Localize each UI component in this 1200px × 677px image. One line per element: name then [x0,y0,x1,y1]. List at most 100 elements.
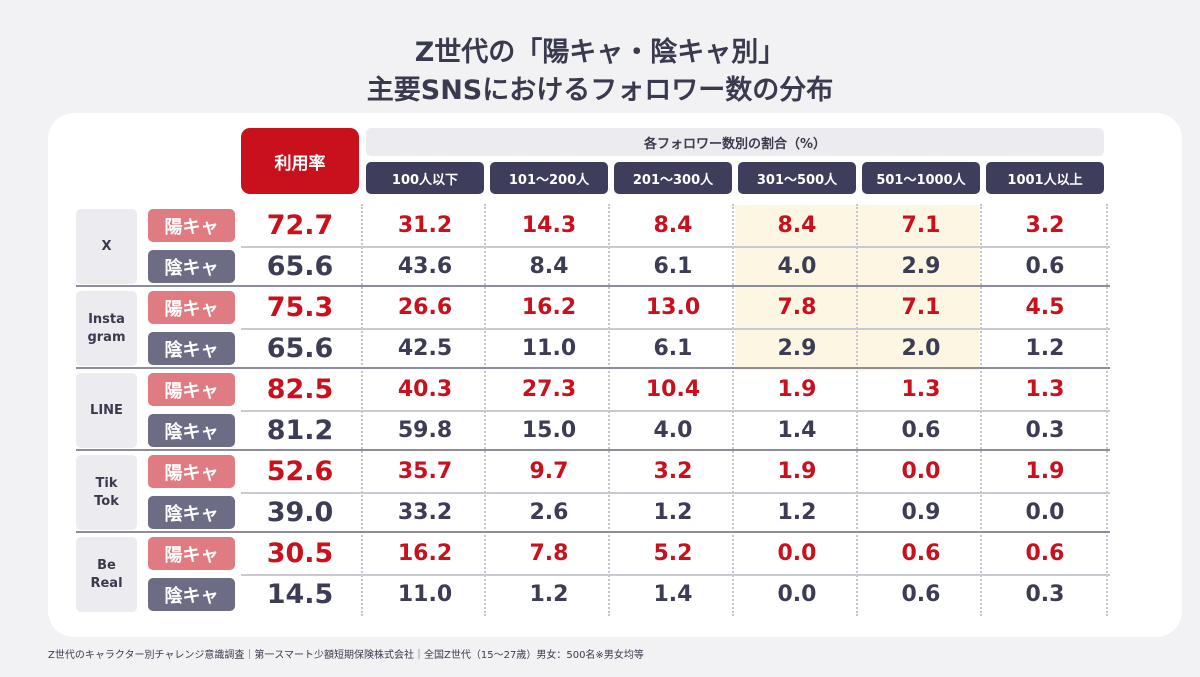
usage-rate-value: 81.2 [266,414,334,446]
share-value: 3.2 [653,458,693,484]
usage-rate-value: 72.7 [266,209,334,241]
share-value: 1.2 [653,499,693,525]
share-value: 13.0 [645,294,701,320]
share-value: 31.2 [397,212,453,238]
usage-rate-value: 30.5 [266,537,334,569]
sns-label: Insta gram [76,291,137,366]
source-footer: Z世代のキャラクター別チャレンジ意識調査｜第一スマート少額短期保険株式会社｜全国… [48,650,644,661]
group-divider [76,449,1110,451]
usage-rate-value: 65.6 [266,250,334,282]
share-value: 7.8 [529,540,569,566]
share-value: 16.2 [397,540,453,566]
share-value: 4.0 [653,417,693,443]
share-value: 43.6 [397,253,453,279]
share-value: 1.9 [777,458,817,484]
share-value: 1.3 [901,376,941,402]
share-value: 7.1 [901,294,941,320]
in-kya-badge: 陰キャ [148,578,235,611]
share-value: 9.7 [529,458,569,484]
usage-rate-value: 65.6 [266,332,334,364]
share-value: 40.3 [397,376,453,402]
share-value: 10.4 [645,376,701,402]
share-value: 7.8 [777,294,817,320]
share-value: 0.0 [777,540,817,566]
share-value: 2.6 [529,499,569,525]
in-kya-badge: 陰キャ [148,414,235,447]
share-value: 15.0 [521,417,577,443]
row-divider [241,410,1110,412]
in-kya-badge: 陰キャ [148,496,235,529]
title-line-1: Z世代の「陽キャ・陰キャ別」 [414,37,786,68]
share-value: 42.5 [397,335,453,361]
share-value: 0.9 [901,499,941,525]
share-value: 0.3 [1025,417,1065,443]
rate-header: 利用率 [241,128,359,194]
column-header: 100人以下 [366,162,484,194]
share-value: 0.6 [901,417,941,443]
yo-kya-badge: 陽キャ [148,537,235,570]
row-divider [241,574,1110,576]
share-value: 11.0 [521,335,577,361]
share-value: 6.1 [653,253,693,279]
yo-kya-badge: 陽キャ [148,373,235,406]
share-value: 3.2 [1025,212,1065,238]
share-value: 8.4 [777,212,817,238]
row-divider [241,492,1110,494]
share-value: 2.0 [901,335,941,361]
yo-kya-badge: 陽キャ [148,291,235,324]
usage-rate-value: 52.6 [266,455,334,487]
share-value: 1.4 [653,581,693,607]
column-header: 201〜300人 [614,162,732,194]
group-divider [76,285,1110,287]
usage-rate-value: 39.0 [266,496,334,528]
usage-rate-value: 75.3 [266,291,334,323]
share-value: 27.3 [521,376,577,402]
share-value: 0.0 [901,458,941,484]
share-value: 0.6 [1025,253,1065,279]
usage-rate-value: 14.5 [266,578,334,610]
share-value: 14.3 [521,212,577,238]
group-divider [76,531,1110,533]
yo-kya-badge: 陽キャ [148,455,235,488]
share-value: 1.9 [1025,458,1065,484]
sns-label: X [76,209,137,284]
share-value: 11.0 [397,581,453,607]
share-value: 0.6 [1025,540,1065,566]
share-value: 1.2 [1025,335,1065,361]
share-value: 35.7 [397,458,453,484]
share-group-header: 各フォロワー数別の割合（%） [366,128,1104,156]
share-value: 0.0 [1025,499,1065,525]
share-value: 8.4 [653,212,693,238]
column-header: 1001人以上 [986,162,1104,194]
share-value: 1.4 [777,417,817,443]
row-divider [241,246,1110,248]
sns-label: LINE [76,373,137,448]
share-value: 7.1 [901,212,941,238]
share-value: 1.3 [1025,376,1065,402]
yo-kya-badge: 陽キャ [148,209,235,242]
in-kya-badge: 陰キャ [148,332,235,365]
share-value: 6.1 [653,335,693,361]
group-divider [76,367,1110,369]
title-line-2: 主要SNSにおけるフォロワー数の分布 [366,75,834,106]
share-value: 4.0 [777,253,817,279]
share-value: 5.2 [653,540,693,566]
column-header: 301〜500人 [738,162,856,194]
share-value: 1.2 [777,499,817,525]
share-value: 8.4 [529,253,569,279]
share-value: 0.6 [901,540,941,566]
share-value: 16.2 [521,294,577,320]
usage-rate-value: 82.5 [266,373,334,405]
share-value: 4.5 [1025,294,1065,320]
share-value: 0.3 [1025,581,1065,607]
share-value: 2.9 [901,253,941,279]
column-header: 101〜200人 [490,162,608,194]
share-value: 26.6 [397,294,453,320]
share-value: 1.9 [777,376,817,402]
sns-label: Be Real [76,537,137,612]
share-value: 33.2 [397,499,453,525]
share-value: 0.6 [901,581,941,607]
chart-title: Z世代の「陽キャ・陰キャ別」 主要SNSにおけるフォロワー数の分布 [0,34,1200,110]
share-value: 59.8 [397,417,453,443]
share-value: 1.2 [529,581,569,607]
